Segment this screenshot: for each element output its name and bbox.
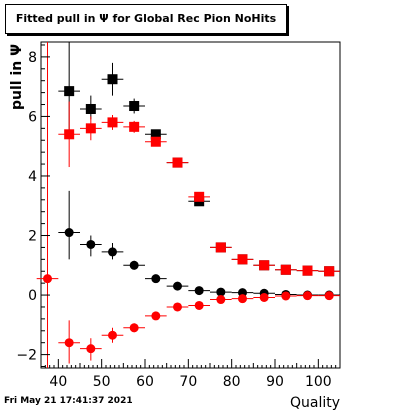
data-point-circle bbox=[303, 291, 312, 301]
data-point-circle bbox=[281, 291, 291, 301]
x-tick-label: 80 bbox=[223, 374, 241, 390]
data-point-square bbox=[280, 264, 291, 275]
data-point-square bbox=[150, 129, 161, 140]
data-point-square bbox=[107, 117, 118, 128]
y-tick-label: 4 bbox=[28, 169, 37, 185]
chart-title-box: Fitted pull in Ψ for Global Rec Pion NoH… bbox=[5, 4, 287, 34]
y-tick-label: 6 bbox=[28, 109, 37, 125]
plot-frame bbox=[40, 41, 341, 369]
data-point-circle bbox=[194, 300, 204, 310]
data-point-circle bbox=[86, 344, 96, 354]
series-0 bbox=[58, 42, 340, 277]
data-point-square bbox=[150, 136, 161, 147]
data-point-circle bbox=[173, 302, 182, 312]
data-point-circle bbox=[194, 286, 204, 296]
data-point-square bbox=[215, 242, 226, 253]
y-tick-label: 0 bbox=[28, 288, 37, 304]
data-point-square bbox=[194, 191, 205, 202]
data-point-circle bbox=[129, 260, 139, 270]
timestamp: Fri May 21 17:41:37 2021 bbox=[4, 396, 133, 406]
data-point-square bbox=[85, 123, 96, 134]
x-tick-label: 70 bbox=[179, 374, 197, 390]
x-tick-label: 60 bbox=[136, 374, 154, 390]
y-tick-label: −2 bbox=[16, 348, 37, 364]
data-point-circle bbox=[259, 292, 269, 302]
data-point-circle bbox=[43, 274, 52, 284]
data-point-circle bbox=[173, 281, 182, 291]
y-axis-label: pull in Ψ bbox=[9, 44, 25, 110]
x-tick-label: 90 bbox=[266, 374, 284, 390]
data-point-circle bbox=[238, 294, 247, 304]
data-point-square bbox=[64, 86, 75, 97]
data-point-circle bbox=[324, 291, 334, 301]
x-tick-label: 40 bbox=[49, 374, 67, 390]
data-point-circle bbox=[108, 330, 117, 340]
data-point-circle bbox=[151, 274, 161, 284]
data-point-circle bbox=[64, 228, 74, 238]
x-tick-label: 100 bbox=[305, 374, 332, 390]
x-axis-label: Quality bbox=[290, 395, 340, 410]
data-point-square bbox=[129, 121, 140, 132]
data-point-circle bbox=[86, 239, 96, 249]
data-point-square bbox=[172, 157, 183, 168]
data-point-square bbox=[302, 265, 313, 276]
series-3 bbox=[36, 274, 340, 364]
y-tick-label: 8 bbox=[28, 50, 37, 66]
chart-title: Fitted pull in Ψ for Global Rec Pion NoH… bbox=[15, 12, 277, 25]
series-2 bbox=[58, 190, 340, 300]
data-point-circle bbox=[216, 287, 226, 297]
y-tick-label: 2 bbox=[28, 229, 37, 245]
x-tick-label: 50 bbox=[93, 374, 111, 390]
data-point-circle bbox=[129, 323, 139, 333]
data-point-square bbox=[237, 254, 248, 265]
data-point-square bbox=[107, 74, 118, 85]
data-point-circle bbox=[151, 311, 161, 321]
series-1 bbox=[58, 101, 340, 277]
data-point-circle bbox=[216, 295, 226, 305]
data-point-circle bbox=[108, 247, 117, 257]
data-point-square bbox=[324, 266, 335, 277]
data-point-square bbox=[64, 129, 75, 140]
data-point-square bbox=[85, 103, 96, 114]
data-point-circle bbox=[64, 338, 74, 348]
data-point-square bbox=[259, 260, 270, 271]
data-point-square bbox=[129, 101, 140, 112]
